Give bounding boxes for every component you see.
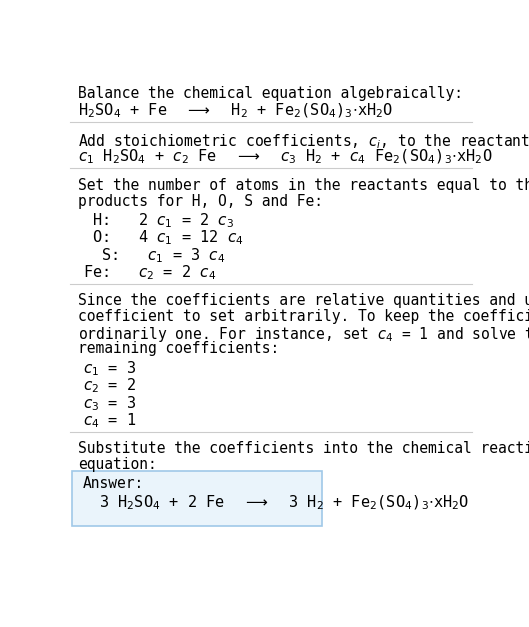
Text: coefficient to set arbitrarily. To keep the coefficients small, the arbitrary va: coefficient to set arbitrarily. To keep … [78,309,529,324]
Text: H:   2 $c_1$ = 2 $c_3$: H: 2 $c_1$ = 2 $c_3$ [83,211,234,230]
Text: Fe:   $c_2$ = 2 $c_4$: Fe: $c_2$ = 2 $c_4$ [83,263,216,282]
Text: $c_3$ = 3: $c_3$ = 3 [83,394,136,413]
Text: Answer:: Answer: [83,476,144,491]
Text: remaining coefficients:: remaining coefficients: [78,341,280,356]
Text: products for H, O, S and Fe:: products for H, O, S and Fe: [78,194,323,209]
Text: $c_4$ = 1: $c_4$ = 1 [83,411,136,430]
Text: H$_2$SO$_4$ + Fe  $\longrightarrow$  H$_2$ + Fe$_2$(SO$_4$)$_3$$\cdot$xH$_2$O: H$_2$SO$_4$ + Fe $\longrightarrow$ H$_2$… [78,102,394,120]
Text: $c_1$ H$_2$SO$_4$ + $c_2$ Fe  $\longrightarrow$  $c_3$ H$_2$ + $c_4$ Fe$_2$(SO$_: $c_1$ H$_2$SO$_4$ + $c_2$ Fe $\longright… [78,148,493,166]
Text: Add stoichiometric coefficients, $c_i$, to the reactants and products:: Add stoichiometric coefficients, $c_i$, … [78,132,529,150]
Text: S:   $c_1$ = 3 $c_4$: S: $c_1$ = 3 $c_4$ [83,246,225,265]
Text: equation:: equation: [78,457,157,472]
Text: O:   4 $c_1$ = 12 $c_4$: O: 4 $c_1$ = 12 $c_4$ [83,229,243,248]
Text: Set the number of atoms in the reactants equal to the number of atoms in the: Set the number of atoms in the reactants… [78,177,529,192]
Text: 3 H$_2$SO$_4$ + 2 Fe  $\longrightarrow$  3 H$_2$ + Fe$_2$(SO$_4$)$_3$$\cdot$xH$_: 3 H$_2$SO$_4$ + 2 Fe $\longrightarrow$ 3… [99,494,469,512]
FancyBboxPatch shape [72,471,322,526]
Text: Substitute the coefficients into the chemical reaction to obtain the balanced: Substitute the coefficients into the che… [78,441,529,456]
Text: Since the coefficients are relative quantities and underdetermined, choose a: Since the coefficients are relative quan… [78,293,529,308]
Text: $c_2$ = 2: $c_2$ = 2 [83,376,135,395]
Text: ordinarily one. For instance, set $c_4$ = 1 and solve the system of equations fo: ordinarily one. For instance, set $c_4$ … [78,325,529,344]
Text: Balance the chemical equation algebraically:: Balance the chemical equation algebraica… [78,86,463,101]
Text: $c_1$ = 3: $c_1$ = 3 [83,359,136,378]
